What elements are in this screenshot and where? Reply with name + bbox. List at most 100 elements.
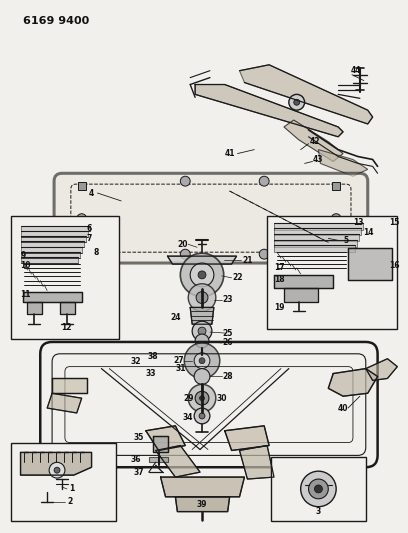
Circle shape [200, 395, 204, 401]
Bar [267, 216, 397, 329]
Polygon shape [284, 288, 318, 302]
Text: 41: 41 [224, 149, 235, 158]
Circle shape [259, 176, 269, 186]
Polygon shape [274, 240, 357, 247]
Polygon shape [175, 497, 230, 512]
Circle shape [195, 334, 209, 348]
Text: 15: 15 [390, 218, 400, 227]
Bar [78, 244, 86, 252]
Text: 38: 38 [147, 352, 158, 361]
Text: 5: 5 [344, 236, 348, 245]
Polygon shape [274, 223, 363, 230]
Text: 12: 12 [62, 322, 72, 332]
Text: 26: 26 [222, 338, 233, 348]
Text: 30: 30 [217, 394, 227, 403]
Polygon shape [274, 245, 355, 252]
Polygon shape [20, 252, 80, 258]
Text: 25: 25 [222, 328, 233, 337]
Text: 9: 9 [20, 251, 26, 260]
Text: 35: 35 [134, 433, 144, 442]
Polygon shape [20, 241, 84, 247]
Circle shape [199, 413, 205, 419]
Polygon shape [52, 378, 86, 393]
Text: 10: 10 [20, 261, 31, 270]
Text: 29: 29 [183, 394, 193, 403]
Polygon shape [22, 292, 82, 302]
Circle shape [301, 471, 336, 507]
Polygon shape [195, 85, 343, 137]
Circle shape [180, 249, 190, 259]
Polygon shape [274, 234, 359, 241]
Polygon shape [20, 225, 90, 231]
Text: 17: 17 [274, 263, 285, 272]
Polygon shape [161, 477, 244, 497]
Circle shape [315, 485, 322, 493]
Text: 23: 23 [222, 295, 233, 304]
Text: 1: 1 [69, 484, 74, 494]
Text: 3: 3 [316, 507, 321, 516]
Text: 4: 4 [89, 189, 94, 198]
Text: 34: 34 [183, 414, 193, 423]
Polygon shape [156, 446, 200, 477]
Text: 13: 13 [353, 218, 364, 227]
Text: 24: 24 [170, 313, 181, 322]
Polygon shape [146, 426, 185, 450]
Polygon shape [168, 256, 237, 264]
Polygon shape [20, 247, 82, 253]
Bar [271, 457, 366, 521]
Text: 20: 20 [177, 240, 188, 249]
Text: 16: 16 [390, 261, 400, 270]
Circle shape [294, 99, 300, 105]
Text: 18: 18 [274, 276, 285, 284]
Polygon shape [60, 302, 75, 314]
Circle shape [199, 358, 205, 364]
Text: 27: 27 [173, 356, 184, 365]
Polygon shape [239, 65, 373, 124]
Text: 11: 11 [20, 290, 31, 299]
Text: 2: 2 [67, 497, 73, 506]
Text: 39: 39 [197, 500, 207, 509]
Bar [332, 244, 340, 252]
Text: 42: 42 [309, 137, 320, 146]
Bar [11, 442, 116, 521]
Circle shape [259, 249, 269, 259]
Text: 44: 44 [350, 66, 361, 75]
Bar [78, 182, 86, 190]
Polygon shape [20, 236, 86, 242]
Polygon shape [274, 275, 333, 288]
Polygon shape [348, 248, 392, 280]
Circle shape [198, 327, 206, 335]
Polygon shape [20, 453, 91, 475]
Polygon shape [318, 150, 368, 176]
Circle shape [184, 343, 220, 378]
Circle shape [190, 263, 214, 287]
FancyBboxPatch shape [54, 173, 368, 263]
Circle shape [54, 467, 60, 473]
Polygon shape [284, 120, 343, 161]
Polygon shape [149, 457, 169, 462]
Circle shape [194, 369, 210, 384]
Polygon shape [27, 302, 42, 314]
Text: 14: 14 [363, 228, 373, 237]
Text: 40: 40 [338, 403, 348, 413]
Circle shape [195, 391, 209, 405]
Polygon shape [20, 257, 78, 263]
Circle shape [77, 214, 86, 223]
Text: 7: 7 [87, 234, 92, 243]
Polygon shape [20, 231, 88, 237]
Text: 19: 19 [274, 303, 284, 312]
Circle shape [289, 94, 305, 110]
Polygon shape [153, 435, 169, 453]
Text: 28: 28 [222, 372, 233, 381]
Text: 31: 31 [175, 364, 186, 373]
Circle shape [192, 321, 212, 341]
Circle shape [308, 479, 328, 499]
Text: 43: 43 [313, 155, 324, 164]
Circle shape [188, 384, 216, 412]
Circle shape [180, 176, 190, 186]
Polygon shape [239, 446, 274, 479]
Circle shape [196, 292, 208, 303]
Text: 32: 32 [131, 357, 141, 366]
Text: 6: 6 [87, 224, 92, 233]
Circle shape [331, 214, 341, 223]
